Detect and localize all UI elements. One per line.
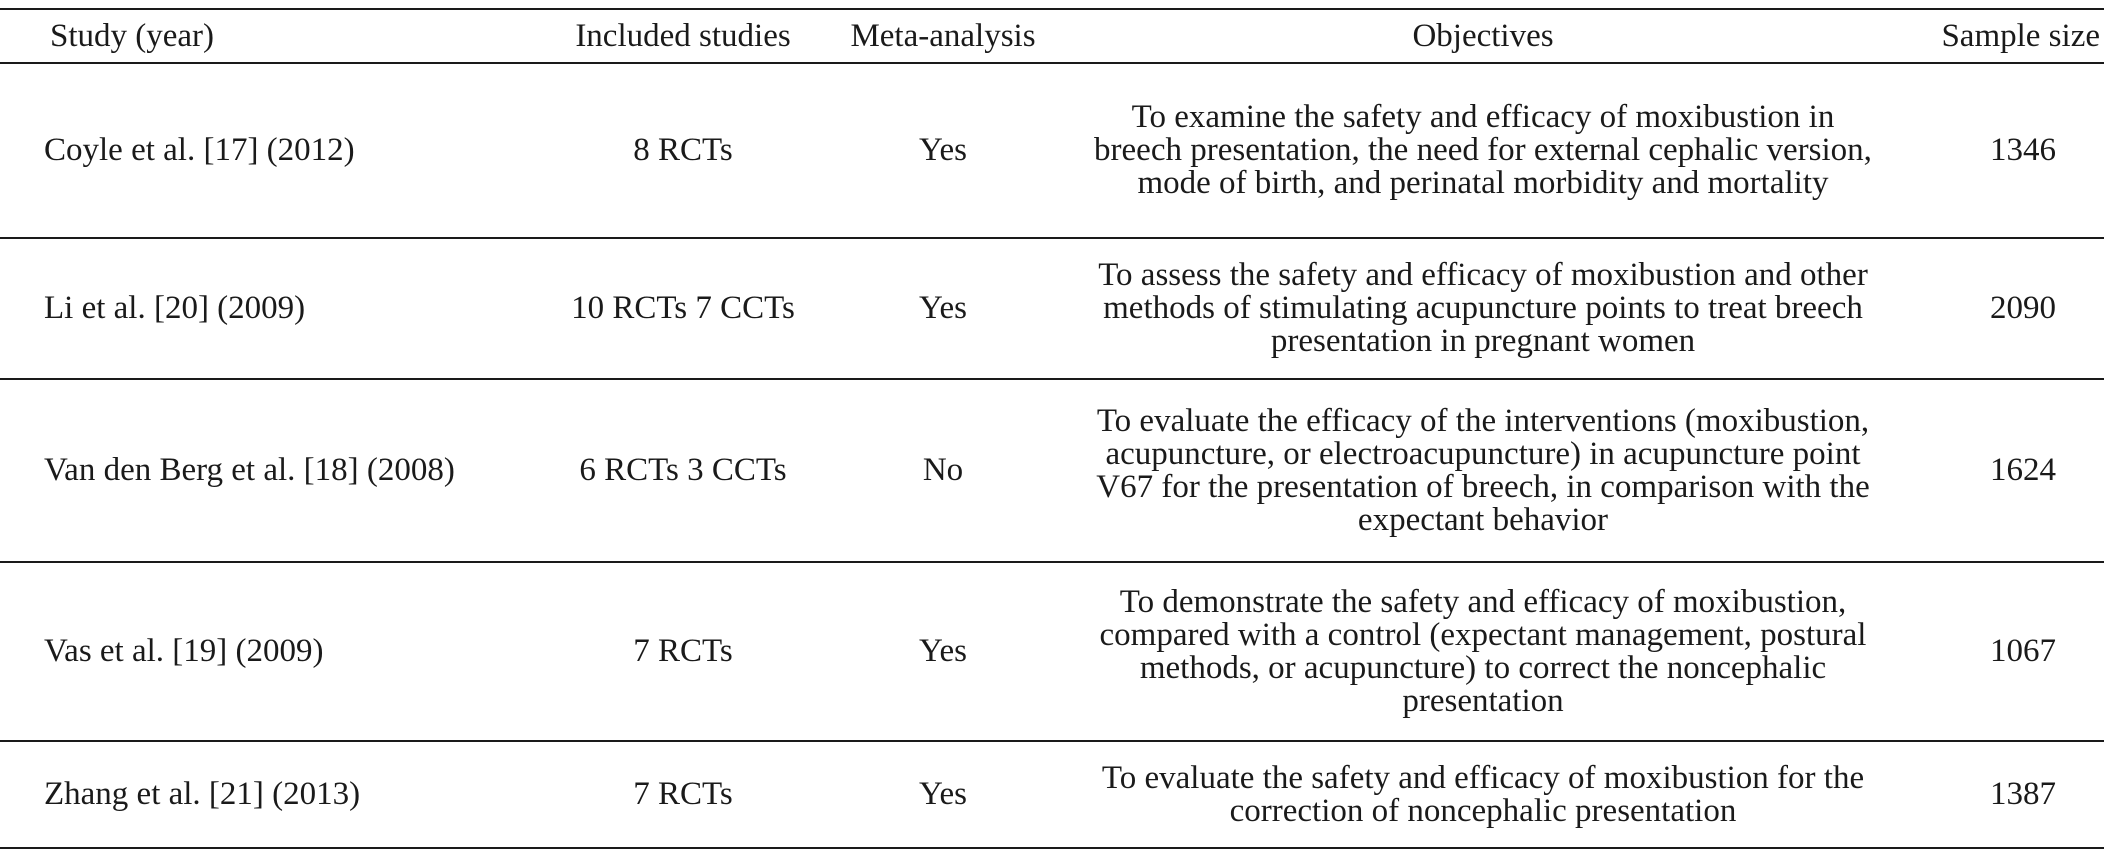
- cell-sample-size: 1624: [1908, 379, 2104, 563]
- table-row: Coyle et al. [17] (2012) 8 RCTs Yes To e…: [0, 63, 2104, 239]
- cell-sample-size: 1387: [1908, 741, 2104, 849]
- cell-meta-analysis: Yes: [828, 63, 1058, 239]
- cell-meta-analysis: Yes: [828, 741, 1058, 849]
- cell-study: Li et al. [20] (2009): [0, 238, 538, 380]
- studies-table: Study (year) Included studies Meta-analy…: [0, 8, 2104, 849]
- header-objectives: Objectives: [1058, 8, 1908, 64]
- cell-included-studies: 8 RCTs: [538, 63, 828, 239]
- header-row: Study (year) Included studies Meta-analy…: [0, 8, 2104, 64]
- table-row: Vas et al. [19] (2009) 7 RCTs Yes To dem…: [0, 562, 2104, 742]
- cell-included-studies: 6 RCTs 3 CCTs: [538, 379, 828, 563]
- header-meta-analysis: Meta-analysis: [828, 8, 1058, 64]
- table-body: Coyle et al. [17] (2012) 8 RCTs Yes To e…: [0, 63, 2104, 849]
- cell-study: Zhang et al. [21] (2013): [0, 741, 538, 849]
- header-sample-size: Sample size: [1908, 8, 2104, 64]
- table-header: Study (year) Included studies Meta-analy…: [0, 8, 2104, 64]
- cell-study: Coyle et al. [17] (2012): [0, 63, 538, 239]
- cell-sample-size: 2090: [1908, 238, 2104, 380]
- table-row: Zhang et al. [21] (2013) 7 RCTs Yes To e…: [0, 741, 2104, 849]
- cell-included-studies: 10 RCTs 7 CCTs: [538, 238, 828, 380]
- cell-sample-size: 1346: [1908, 63, 2104, 239]
- cell-objectives: To evaluate the efficacy of the interven…: [1058, 379, 1908, 563]
- header-study: Study (year): [0, 8, 538, 64]
- table-row: Van den Berg et al. [18] (2008) 6 RCTs 3…: [0, 379, 2104, 563]
- cell-objectives: To evaluate the safety and efficacy of m…: [1058, 741, 1908, 849]
- cell-meta-analysis: Yes: [828, 238, 1058, 380]
- header-included-studies: Included studies: [538, 8, 828, 64]
- cell-objectives: To examine the safety and efficacy of mo…: [1058, 63, 1908, 239]
- cell-meta-analysis: Yes: [828, 562, 1058, 742]
- cell-included-studies: 7 RCTs: [538, 562, 828, 742]
- cell-study: Van den Berg et al. [18] (2008): [0, 379, 538, 563]
- cell-study: Vas et al. [19] (2009): [0, 562, 538, 742]
- cell-objectives: To assess the safety and efficacy of mox…: [1058, 238, 1908, 380]
- cell-sample-size: 1067: [1908, 562, 2104, 742]
- cell-meta-analysis: No: [828, 379, 1058, 563]
- table-row: Li et al. [20] (2009) 10 RCTs 7 CCTs Yes…: [0, 238, 2104, 380]
- cell-included-studies: 7 RCTs: [538, 741, 828, 849]
- cell-objectives: To demonstrate the safety and efficacy o…: [1058, 562, 1908, 742]
